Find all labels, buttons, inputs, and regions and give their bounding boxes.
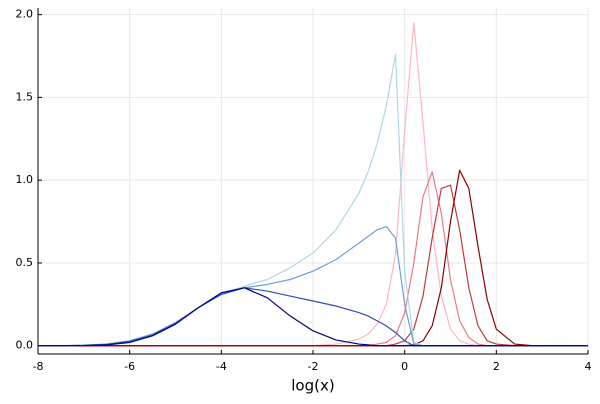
x-axis-label: log(x) bbox=[291, 377, 334, 395]
y-tick-label: 0.0 bbox=[16, 339, 34, 352]
y-tick-label: 0.5 bbox=[16, 256, 34, 269]
x-tick-label: 2 bbox=[493, 360, 500, 373]
y-tick-label: 2.0 bbox=[16, 8, 34, 21]
y-tick-label: 1.5 bbox=[16, 90, 34, 103]
y-tick-label: 1.0 bbox=[16, 173, 34, 186]
series-line bbox=[38, 287, 588, 347]
x-tick-label: -2 bbox=[308, 360, 319, 373]
x-tick-label: 4 bbox=[585, 360, 592, 373]
x-tick-label: -6 bbox=[124, 360, 135, 373]
x-tick-label: 0 bbox=[401, 360, 408, 373]
x-tick-label: -4 bbox=[216, 360, 227, 373]
x-tick-label: -8 bbox=[33, 360, 44, 373]
